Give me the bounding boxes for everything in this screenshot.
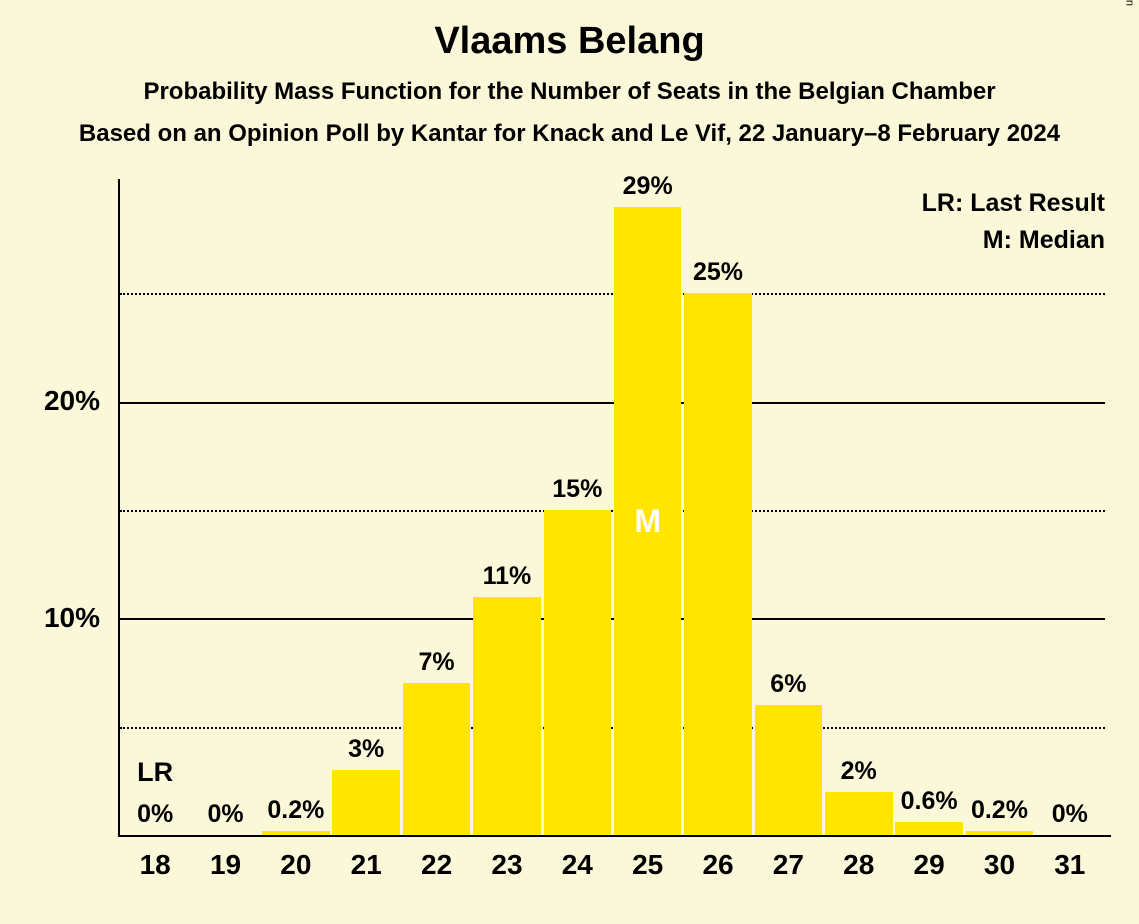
chart-subtitle-2: Based on an Opinion Poll by Kantar for K… xyxy=(0,120,1139,148)
x-axis xyxy=(118,835,1111,837)
bar xyxy=(544,510,612,835)
x-tick-label: 27 xyxy=(755,849,823,881)
x-tick-label: 23 xyxy=(473,849,541,881)
x-tick-label: 28 xyxy=(825,849,893,881)
x-tick-label: 24 xyxy=(544,849,612,881)
bar-value-label: 15% xyxy=(536,475,620,504)
bar-value-label: 2% xyxy=(817,757,901,786)
x-tick-label: 21 xyxy=(332,849,400,881)
bar-value-label: 6% xyxy=(747,670,831,699)
bar xyxy=(684,293,752,835)
bar-value-label: 0% xyxy=(1028,800,1112,829)
bar xyxy=(403,683,471,835)
legend-last-result: LR: Last Result xyxy=(922,189,1105,218)
y-tick-label: 20% xyxy=(0,385,100,417)
x-tick-label: 25 xyxy=(614,849,682,881)
y-axis xyxy=(118,179,120,835)
legend-median: M: Median xyxy=(983,226,1105,255)
y-tick-label: 10% xyxy=(0,602,100,634)
bar-value-label: 0.2% xyxy=(254,796,338,825)
x-tick-label: 26 xyxy=(684,849,752,881)
plot-area: 10%20%0%180%190.2%203%217%2211%2315%2429… xyxy=(120,185,1105,835)
bar xyxy=(895,822,963,835)
grid-major-line xyxy=(120,402,1105,404)
x-tick-label: 20 xyxy=(262,849,330,881)
bar xyxy=(825,792,893,835)
bar-value-label: 11% xyxy=(465,562,549,591)
grid-major-line xyxy=(120,618,1105,620)
bar xyxy=(473,597,541,835)
median-marker: M xyxy=(614,503,682,540)
x-tick-label: 30 xyxy=(966,849,1034,881)
bar xyxy=(332,770,400,835)
last-result-marker: LR xyxy=(121,757,189,788)
bar xyxy=(755,705,823,835)
x-tick-label: 29 xyxy=(895,849,963,881)
grid-minor-line xyxy=(120,293,1105,295)
bar-value-label: 3% xyxy=(324,735,408,764)
x-tick-label: 19 xyxy=(192,849,260,881)
chart-subtitle-1: Probability Mass Function for the Number… xyxy=(0,78,1139,106)
chart-canvas: Vlaams Belang Probability Mass Function … xyxy=(0,0,1139,924)
grid-minor-line xyxy=(120,727,1105,729)
bar-value-label: 7% xyxy=(395,648,479,677)
bar-value-label: 25% xyxy=(676,258,760,287)
x-tick-label: 22 xyxy=(403,849,471,881)
grid-minor-line xyxy=(120,510,1105,512)
x-tick-label: 31 xyxy=(1036,849,1104,881)
chart-title: Vlaams Belang xyxy=(0,20,1139,63)
x-tick-label: 18 xyxy=(121,849,189,881)
copyright-note: © 2024 Filip van Laenen xyxy=(1123,0,1135,6)
bar-value-label: 29% xyxy=(606,172,690,201)
